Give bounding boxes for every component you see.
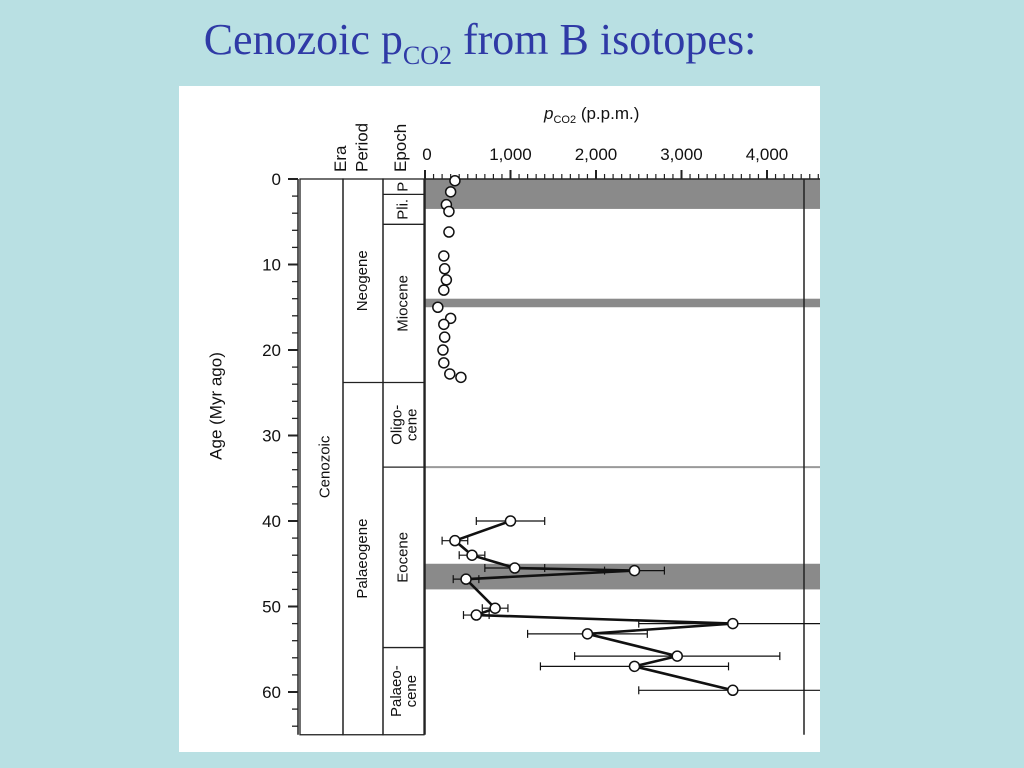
y-tick-label-3: 30 [262,427,281,446]
data-point-s0-15 [444,368,456,380]
data-point-s1-11 [628,660,641,673]
x-label-italic: p [543,104,553,123]
data-point-s1-6 [489,602,501,614]
data-point-s1-7 [470,609,483,621]
data-point-s0-6 [438,263,451,275]
title-rest: from B isotopes: [451,15,757,64]
x-tick-label-4: 4,000 [746,145,789,164]
y-tick-label-0: 0 [272,170,281,189]
era-label-0: Cenozoic [316,435,333,498]
data-point-s0-9 [432,301,444,313]
data-point-s0-11 [438,318,450,331]
data-point-s1-10 [671,650,683,662]
period-label-0: Neogene [354,250,371,311]
data-point-s1-8 [727,617,739,630]
data-point-s0-16 [455,371,467,384]
epoch-label-0: P [394,182,411,192]
data-point-s1-12 [727,684,739,697]
y-tick-label-5: 50 [262,598,281,617]
x-label-sub: CO2 [553,114,576,126]
data-point-s0-5 [438,250,450,262]
data-point-s1-1 [449,534,461,547]
column-header-0: Era [331,145,350,172]
shaded-interval-1 [425,298,820,308]
chart-panel: pCO2 (p.p.m.) Neogene Palaeogene P Pli. Mioc… [179,86,828,752]
x-tick-label-2: 2,000 [575,145,618,164]
x-tick-label-1: 1,000 [489,145,532,164]
data-point-s1-9 [581,628,594,640]
column-header-1: Period [352,123,371,172]
epoch-column [382,178,425,736]
data-point-s1-4 [628,564,641,577]
data-point-s0-4 [443,226,455,238]
data-point-s0-1 [444,186,457,198]
data-point-s0-14 [438,357,450,369]
epoch-label-2: Miocene [394,275,411,332]
data-point-s0-8 [438,284,450,296]
y-tick-label-6: 60 [262,683,281,702]
x-tick-label-0: 0 [422,145,431,164]
x-tick-label-3: 3,000 [660,145,703,164]
title-subscript: CO2 [402,41,452,70]
data-point-s0-13 [437,344,449,356]
data-point-s0-7 [440,274,453,286]
y-tick-label-2: 20 [262,341,281,360]
epoch-label-1: Pli. [394,199,411,220]
epoch-label-3: Oligo-cene [388,405,420,445]
data-point-s0-3 [443,205,455,218]
slide-title: Cenozoic pCO2 from B isotopes: [0,14,960,71]
data-point-s1-3 [509,562,521,574]
column-header-2: Epoch [391,124,410,172]
epoch-label-4: Eocene [394,532,411,583]
x-axis-label: pCO2 (p.p.m.) [543,104,639,126]
data-point-s1-2 [466,549,478,561]
y-tick-label-1: 10 [262,256,281,275]
y-tick-label-4: 40 [262,512,281,531]
pco2-chart: pCO2 (p.p.m.) Neogene Palaeogene P Pli. Mioc… [206,104,828,736]
x-label-rest: (p.p.m.) [576,104,639,123]
shaded-interval-0 [425,179,820,209]
y-axis-label: Age (Myr ago) [206,352,225,460]
data-point-s1-5 [460,573,472,585]
epoch-label-5: Palaeo-cene [388,665,420,717]
data-point-s1-0 [504,515,517,527]
data-point-s0-12 [438,331,451,343]
data-point-s0-0 [449,174,461,187]
period-label-1: Palaeogene [354,519,371,599]
title-main: Cenozoic p [203,15,403,64]
